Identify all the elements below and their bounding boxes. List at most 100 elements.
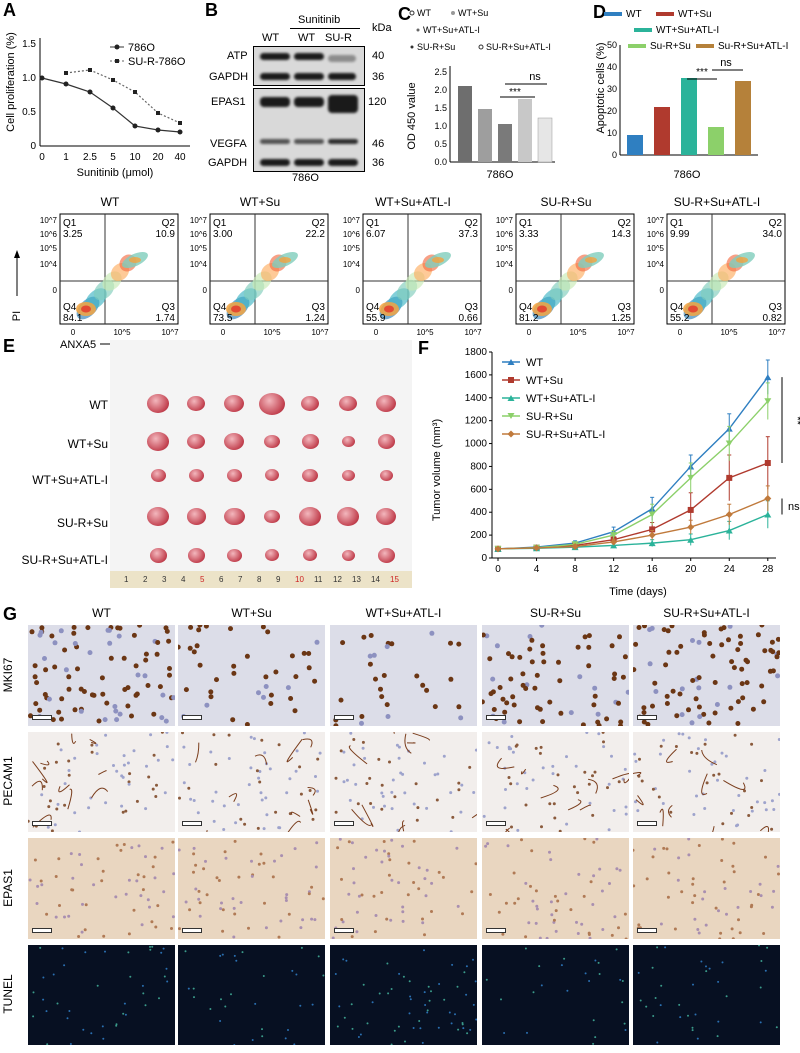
data-point: [648, 511, 656, 518]
svg-text:3.25: 3.25: [63, 229, 83, 240]
tumor-sample: [265, 549, 279, 562]
tumor-row-label: WT: [89, 398, 108, 412]
od-bar-suratl: [537, 117, 553, 163]
tumor-sample: [264, 509, 280, 524]
flow-title: SU-R+Su: [540, 195, 591, 209]
ruler-number: 15: [390, 575, 399, 584]
tumor-sample: [150, 469, 166, 482]
tumor-sample: [188, 469, 204, 482]
svg-text:10^5: 10^5: [720, 328, 738, 337]
svg-text:Q4: Q4: [366, 302, 380, 313]
svg-text:50: 50: [607, 40, 617, 50]
svg-text:0.82: 0.82: [763, 313, 783, 324]
data-point: [726, 474, 733, 481]
ruler: 1 2 3 4 5 6 7 8 9 10 11 12 13 14 15: [110, 571, 412, 588]
prolif-ytick: 1.5: [22, 39, 36, 50]
svg-text:Q1: Q1: [366, 218, 380, 229]
svg-text:1.24: 1.24: [306, 313, 326, 324]
svg-text:30: 30: [607, 84, 617, 94]
ruler-number: 13: [352, 575, 361, 584]
panel-label-e: E: [3, 336, 16, 356]
svg-text:10^7: 10^7: [464, 328, 482, 337]
data-point: [610, 538, 618, 546]
flow-xlabel: ANXA5: [60, 339, 96, 351]
ruler-number: 6: [219, 575, 224, 584]
svg-text:10^4: 10^4: [496, 260, 514, 269]
svg-text:10^7: 10^7: [617, 328, 635, 337]
tumor-sample: [341, 435, 355, 447]
legend-label: WT+Su: [526, 375, 563, 387]
tumor-sample: [187, 395, 205, 412]
sig-label-1: **: [791, 416, 800, 425]
svg-text:1.0: 1.0: [434, 121, 447, 131]
x-tick-label: 20: [685, 564, 697, 575]
tumor-sample: [301, 395, 319, 412]
svg-text:84.1: 84.1: [63, 313, 83, 324]
ruler-number: 3: [162, 575, 167, 584]
scale-bar: [486, 928, 506, 933]
flow-title: WT: [101, 195, 120, 209]
scale-bar: [182, 821, 202, 826]
apop-sig-1: ***: [696, 67, 708, 78]
tumor-sample: [264, 434, 280, 449]
svg-text:40: 40: [607, 62, 617, 72]
scale-bar: [334, 715, 354, 720]
tumor-sample: [186, 508, 206, 525]
ihc-image: [28, 838, 175, 939]
series-786o-line: [41, 77, 181, 133]
series-line-4: [497, 497, 769, 550]
ihc-image: [330, 838, 477, 939]
tumor-sample: [147, 394, 169, 413]
od450-chart: WT WT+Su WT+Su+ATL-I SU-R+Su SU-R+Su+ATL…: [406, 8, 555, 181]
tumor-sample: [302, 468, 318, 483]
ihc-image: [482, 732, 629, 832]
tumor-sample: [187, 433, 205, 450]
data-point: [571, 543, 579, 551]
scale-bar: [637, 928, 657, 933]
ihc-col-label: WT+Su+ATL-I: [365, 606, 442, 620]
tumor-sample: [187, 548, 205, 563]
y-tick-label: 600: [470, 484, 487, 495]
data-point: [648, 531, 656, 539]
tumor-sample: [376, 508, 396, 525]
ihc-image: [28, 945, 175, 1045]
x-tick-label: 28: [762, 564, 774, 575]
apop-bar-sur: [708, 127, 724, 155]
od-bar-sur: [518, 99, 532, 162]
x-tick-label: 12: [608, 564, 620, 575]
data-point: [687, 474, 695, 481]
svg-text:Q3: Q3: [312, 302, 326, 313]
ihc-col-label: WT: [92, 606, 111, 620]
apop-ylabel: Apoptotic cells (%): [595, 42, 607, 133]
data-point: [725, 527, 733, 534]
x-tick-label: 16: [647, 564, 659, 575]
ihc-row-label: MKI67: [1, 657, 15, 692]
data-point: [533, 544, 541, 552]
data-point: [764, 374, 772, 381]
svg-text:1.25: 1.25: [612, 313, 632, 324]
tumor-volume-xlabel: Time (days): [609, 586, 667, 598]
apop-xlabel: 786O: [674, 169, 701, 181]
panel-label-f: F: [418, 338, 429, 358]
svg-text:Q4: Q4: [63, 302, 77, 313]
svg-text:81.2: 81.2: [519, 313, 539, 324]
tumor-sample: [301, 434, 319, 449]
od-legend: WT: [417, 8, 431, 18]
od-sig-2: ns: [529, 71, 541, 83]
tumor-sample: [224, 433, 244, 450]
blot-lane-wt: WT: [262, 32, 280, 44]
svg-text:10^7: 10^7: [190, 216, 208, 225]
y-tick-label: 0: [481, 553, 487, 564]
apop-legend: Su-R+Su: [650, 41, 691, 52]
apop-sig-2: ns: [720, 57, 732, 69]
blot-footer: 786O: [292, 172, 319, 184]
svg-text:0: 0: [612, 150, 617, 160]
svg-text:10^6: 10^6: [190, 230, 208, 239]
svg-text:10^5: 10^5: [569, 328, 587, 337]
ihc-image: [330, 625, 477, 726]
ruler-number: 4: [181, 575, 186, 584]
od-ylabel: OD 450 value: [406, 82, 418, 149]
svg-text:3.00: 3.00: [213, 229, 233, 240]
